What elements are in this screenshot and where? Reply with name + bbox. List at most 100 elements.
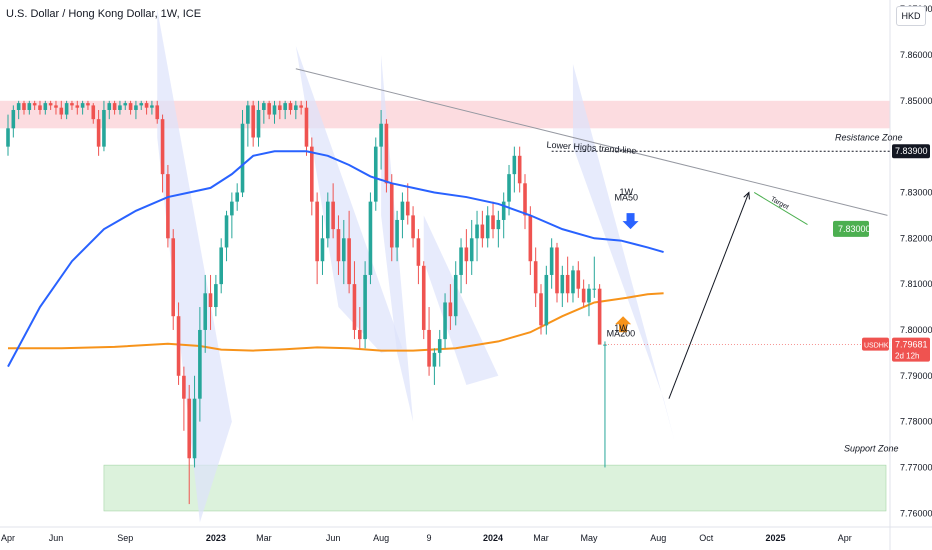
candle-body xyxy=(485,215,490,239)
candle-body xyxy=(283,103,287,110)
candle-body xyxy=(43,103,48,110)
x-tick-label: 2025 xyxy=(766,533,786,543)
candle-body xyxy=(128,103,133,110)
last-price-box xyxy=(892,337,930,362)
candle-body xyxy=(160,119,165,175)
target-text: Target xyxy=(769,196,790,211)
candle-body xyxy=(70,103,74,106)
y-tick-label: 7.76000 xyxy=(900,508,932,518)
candle-body xyxy=(240,123,245,193)
chart-title: U.S. Dollar / Hong Kong Dollar, 1W, ICE xyxy=(6,8,202,20)
last-price-countdown: 2d 12h xyxy=(895,352,919,361)
candle-body xyxy=(187,398,192,459)
candle-body xyxy=(208,293,213,308)
y-tick-label: 7.77000 xyxy=(900,462,932,472)
x-tick-label: Jun xyxy=(49,533,64,543)
ma50-annotation-line2: MA50 xyxy=(615,192,639,202)
candle-body xyxy=(6,128,10,147)
resistance-zone xyxy=(0,100,890,129)
candle-body xyxy=(11,109,16,129)
candle-body xyxy=(192,398,197,459)
candle-body xyxy=(341,238,346,262)
candle-body xyxy=(91,105,96,120)
ma50-arrow-icon xyxy=(622,213,639,230)
candle-body xyxy=(597,288,602,345)
candle-body xyxy=(326,201,330,239)
candle-body xyxy=(150,105,154,108)
candle-body xyxy=(421,265,426,330)
support-zone xyxy=(103,464,887,512)
candle-body xyxy=(405,201,410,216)
candle-body xyxy=(517,155,522,184)
candle-body xyxy=(411,215,415,239)
y-tick-label: 7.85000 xyxy=(900,96,932,106)
target-line xyxy=(753,192,808,225)
candle-body xyxy=(294,105,298,110)
y-tick-label: 7.78000 xyxy=(900,417,932,427)
candle-body xyxy=(299,105,303,108)
candle-body xyxy=(432,352,437,367)
candle-body xyxy=(480,224,485,239)
projection-arrow-head xyxy=(743,191,750,200)
x-tick-label: Sep xyxy=(117,533,133,543)
candle-body xyxy=(459,247,463,275)
x-tick-label: 9 xyxy=(427,533,432,543)
candle-body xyxy=(246,105,250,124)
candle-body xyxy=(38,105,42,110)
y-tick-label: 7.79000 xyxy=(900,371,932,381)
candle-body xyxy=(581,288,586,303)
candle-body xyxy=(278,105,282,110)
candle-body xyxy=(80,103,85,108)
candle-body xyxy=(576,270,581,289)
candle-body xyxy=(512,155,517,175)
candle-body xyxy=(198,329,202,399)
projection-arrow xyxy=(668,192,750,399)
x-tick-label: May xyxy=(580,533,598,543)
candle-body xyxy=(102,109,106,147)
currency-button[interactable]: HKD xyxy=(896,6,926,26)
candle-body xyxy=(347,238,351,285)
symbol-box xyxy=(862,337,889,351)
channel-2 xyxy=(295,45,403,353)
candle-body xyxy=(539,293,543,326)
ma200-line xyxy=(8,292,664,352)
candle-body xyxy=(555,247,559,294)
candle-body xyxy=(288,103,293,110)
candle-body xyxy=(469,238,474,262)
candle-body xyxy=(443,302,447,340)
candle-body xyxy=(352,284,357,330)
ma50-annotation-line1: 1W xyxy=(620,187,634,197)
candle-body xyxy=(368,201,373,275)
candle-body xyxy=(373,146,378,202)
ma200-annotation-line2: MA200 xyxy=(607,328,636,338)
candle-body xyxy=(176,316,181,376)
x-tick-label: Aug xyxy=(650,533,666,543)
candle-body xyxy=(235,192,239,202)
candle-body xyxy=(448,302,453,317)
candle-body xyxy=(475,224,479,239)
candle-body xyxy=(496,219,501,230)
candle-body xyxy=(400,201,405,220)
candle-body xyxy=(224,215,229,248)
y-tick-label: 7.83000 xyxy=(900,187,932,197)
candle-body xyxy=(384,123,389,184)
candle-body xyxy=(251,105,255,138)
candle-body xyxy=(427,329,431,367)
candle-body xyxy=(118,105,122,110)
candle-body xyxy=(357,329,362,340)
candle-body xyxy=(571,270,575,294)
candle-body xyxy=(134,105,138,110)
candle-body xyxy=(560,274,565,294)
candle-body xyxy=(267,103,271,115)
candle-body xyxy=(603,344,607,346)
candle-body xyxy=(182,375,186,399)
candle-body xyxy=(22,103,26,110)
candle-body xyxy=(544,274,549,326)
candle-body xyxy=(256,109,261,138)
candle-body xyxy=(230,201,234,216)
y-tick-label: 7.81000 xyxy=(900,279,932,289)
candle-body xyxy=(315,201,319,262)
target-label-box xyxy=(833,220,869,237)
